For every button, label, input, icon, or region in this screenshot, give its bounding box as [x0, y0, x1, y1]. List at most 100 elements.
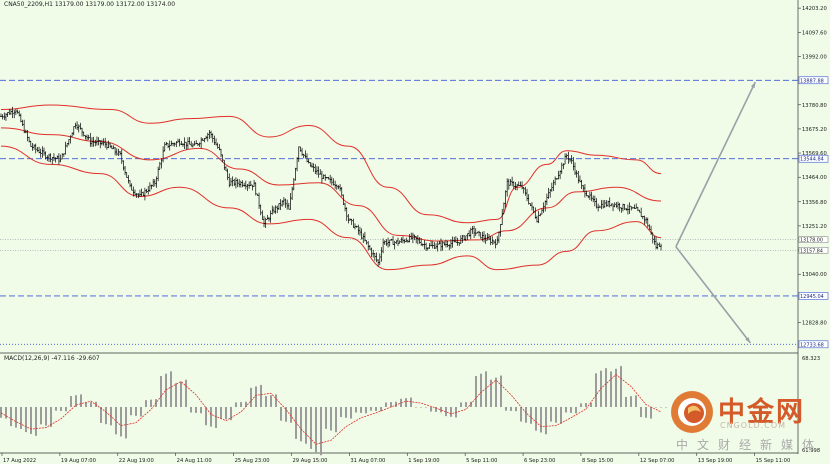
time-tick-label: 6 Sep 23:00 — [524, 458, 555, 464]
projection-arrow-head — [750, 82, 756, 89]
macd-bar — [570, 407, 573, 413]
macd-bar — [255, 386, 258, 407]
current-price-box — [798, 247, 829, 254]
macd-bar — [245, 401, 248, 407]
time-tick-label: 15 Sep 11:00 — [756, 458, 791, 464]
macd-bar — [130, 407, 133, 416]
macd-bar — [535, 407, 538, 431]
macd-bar — [55, 407, 58, 411]
macd-bar — [60, 407, 63, 411]
macd-bar — [420, 407, 423, 408]
time-tick-label: 25 Aug 23:00 — [235, 458, 270, 464]
macd-bar — [225, 407, 228, 420]
macd-bar — [645, 407, 648, 418]
macd-bar — [340, 407, 343, 418]
macd-bar — [355, 407, 358, 413]
macd-bar — [175, 383, 178, 407]
macd-bar — [435, 407, 438, 412]
macd-bar — [485, 371, 488, 407]
price-tick-label: 13040.00 — [802, 272, 827, 278]
macd-bar — [655, 407, 658, 408]
price-tick-label: 13464.00 — [802, 175, 827, 181]
bollinger-upper — [0, 104, 662, 224]
macd-bar — [105, 407, 108, 425]
macd-bar — [205, 407, 208, 426]
macd-chart: 68.323 61.998 — [0, 356, 820, 456]
time-tick-label: 8 Sep 15:00 — [582, 458, 613, 464]
macd-bar — [210, 407, 213, 427]
macd-bar — [0, 407, 2, 418]
time-tick-label: 29 Aug 15:00 — [292, 458, 327, 464]
macd-bar — [615, 368, 618, 407]
macd-bar — [280, 407, 283, 421]
macd-bar — [550, 407, 553, 422]
macd-bar — [270, 395, 273, 407]
macd-bar — [625, 396, 628, 407]
level-label-box — [798, 292, 829, 300]
macd-bar — [320, 407, 323, 456]
macd-bar — [335, 407, 338, 433]
macd-signal-line — [0, 374, 662, 445]
macd-bar — [565, 407, 568, 413]
macd-bar — [260, 384, 263, 407]
macd-bar — [20, 407, 23, 430]
macd-bar — [30, 407, 33, 434]
macd-bar — [630, 396, 633, 407]
cngold-logo-icon — [671, 391, 713, 433]
macd-bar — [150, 399, 153, 407]
macd-bar — [185, 379, 188, 407]
price-tick-label: 13992.00 — [802, 54, 827, 60]
macd-bar — [180, 381, 183, 407]
macd-bar — [140, 407, 143, 417]
projection-arrow — [675, 246, 751, 344]
macd-bar — [505, 407, 508, 411]
macd-bar — [500, 375, 503, 407]
macd-bar — [200, 407, 203, 414]
level-label: 13887.88 — [800, 78, 824, 84]
price-tick-label: 13780.80 — [802, 103, 827, 109]
macd-bar — [215, 407, 218, 428]
bollinger-middle — [0, 127, 662, 242]
macd-bar — [5, 407, 8, 419]
macd-bar — [100, 407, 103, 423]
macd-bar — [25, 407, 28, 433]
macd-bar — [610, 371, 613, 407]
level-label-box — [798, 340, 829, 349]
macd-bar — [375, 407, 378, 411]
macd-bar — [585, 403, 588, 407]
chart-title: CNA50_2209,H1 13179.00 13179.00 13172.00… — [4, 1, 176, 8]
macd-bar — [115, 407, 118, 435]
macd-bar — [425, 407, 428, 408]
time-tick-label: 12 Sep 07:00 — [640, 458, 675, 464]
macd-bar — [190, 407, 193, 413]
price-tick-label: 13251.20 — [802, 224, 827, 230]
price-tick-label: 14203.20 — [802, 6, 827, 12]
macd-bar — [495, 377, 498, 407]
macd-bar — [410, 397, 413, 407]
macd-bar — [35, 407, 38, 436]
macd-bar — [300, 407, 303, 442]
macd-tick-label: 68.323 — [802, 356, 820, 362]
level-label: 12945.04 — [800, 294, 824, 300]
macd-tick-label: 61.998 — [802, 448, 820, 454]
time-tick-label: 17 Aug 2022 — [3, 458, 36, 464]
price-tick-label: 14097.60 — [802, 30, 827, 36]
macd-bar — [470, 401, 473, 407]
macd-bar — [635, 395, 638, 407]
macd-bar — [560, 407, 563, 424]
time-tick-label: 22 Aug 19:00 — [119, 458, 154, 464]
macd-bar — [290, 407, 293, 423]
macd-bar — [510, 407, 513, 411]
time-tick-label: 1 Sep 19:00 — [408, 458, 439, 464]
macd-bar — [590, 402, 593, 407]
macd-bar — [530, 407, 533, 424]
macd-bar — [235, 402, 238, 407]
macd-bar — [75, 395, 78, 407]
price-tick-label: 12828.80 — [802, 321, 827, 327]
macd-bar — [665, 407, 668, 408]
macd-bar — [275, 394, 278, 407]
macd-bar — [450, 407, 453, 417]
time-tick-label: 13 Sep 19:00 — [698, 458, 733, 464]
price-chart — [0, 79, 798, 345]
